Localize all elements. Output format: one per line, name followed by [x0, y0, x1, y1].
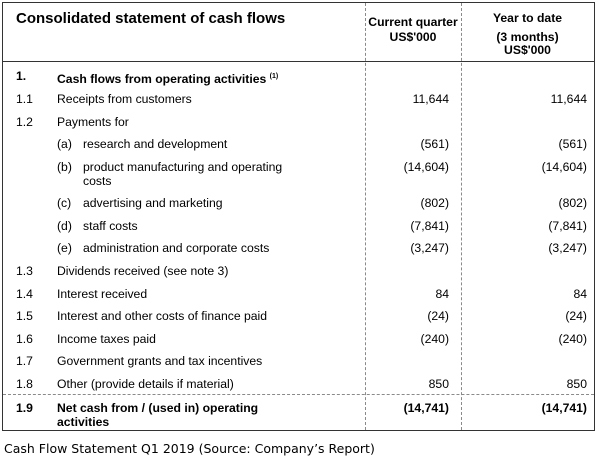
row-label: staff costs [83, 219, 138, 233]
current-quarter-header: Current quarter [368, 15, 458, 29]
total-row-number: 1.9 [16, 401, 33, 415]
row-label: research and development [83, 137, 228, 151]
row-number: 1.3 [16, 264, 33, 278]
current-quarter-value: (561) [420, 137, 449, 151]
row-number: 1.2 [16, 115, 33, 129]
cash-flow-table: Consolidated statement of cash flows Cur… [2, 2, 595, 431]
row-label: Dividends received (see note 3) [57, 264, 229, 278]
row-label: Income taxes paid [57, 332, 156, 346]
current-quarter-unit: US$'000 [389, 30, 437, 44]
ytd-value: 11,644 [550, 92, 587, 106]
ytd-value: 84 [573, 287, 587, 301]
ytd-value: 850 [566, 377, 587, 391]
total-row-label: Net cash from / (used in) operating [57, 401, 259, 415]
ytd-value: (7,841) [548, 219, 587, 233]
ytd-header: Year to date [492, 11, 563, 25]
current-quarter-value: 84 [435, 287, 449, 301]
ytd-value: (14,604) [541, 160, 587, 174]
footnote-marker: (1) [269, 73, 279, 80]
current-quarter-value: (24) [427, 309, 449, 323]
row-number: 1.8 [16, 377, 33, 391]
figure-caption: Cash Flow Statement Q1 2019 (Source: Com… [4, 441, 375, 456]
row-sub-marker: (c) [57, 196, 72, 210]
current-quarter-value: (3,247) [410, 241, 449, 255]
row-label: Interest and other costs of finance paid [57, 309, 268, 323]
row-number: 1.7 [16, 354, 33, 368]
total-row-label-cont: activities [57, 415, 110, 429]
current-quarter-value: (240) [420, 332, 449, 346]
row-label: advertising and marketing [83, 196, 223, 210]
row-label: product manufacturing and operating [83, 160, 283, 174]
current-quarter-value: 850 [428, 377, 449, 391]
section-number: 1. [16, 69, 27, 83]
table-title: Consolidated statement of cash flows [16, 10, 286, 27]
row-label: Government grants and tax incentives [57, 354, 263, 368]
header-divider [3, 61, 594, 62]
current-quarter-value: (14,604) [403, 160, 449, 174]
row-label: Receipts from customers [57, 92, 192, 106]
row-label: administration and corporate costs [83, 241, 270, 255]
ytd-unit: US$'000 [504, 43, 551, 57]
column-divider [365, 3, 366, 430]
row-label: Other (provide details if material) [57, 377, 234, 391]
ytd-value: (802) [558, 196, 587, 210]
row-sub-marker: (e) [57, 241, 72, 255]
ytd-period: (3 months) [496, 30, 559, 44]
total-current-value: (14,741) [403, 401, 449, 415]
current-quarter-value: 11,644 [412, 92, 449, 106]
current-quarter-value: (802) [420, 196, 449, 210]
row-number: 1.6 [16, 332, 33, 346]
column-divider [461, 3, 462, 430]
row-number: 1.5 [16, 309, 33, 323]
ytd-value: (3,247) [548, 241, 587, 255]
total-ytd-value: (14,741) [541, 401, 587, 415]
row-sub-marker: (b) [57, 160, 72, 174]
row-label: Interest received [57, 287, 148, 301]
current-quarter-value: (7,841) [410, 219, 449, 233]
row-sub-marker: (d) [57, 219, 72, 233]
ytd-value: (561) [558, 137, 587, 151]
row-label-cont: costs [83, 174, 112, 188]
total-divider [3, 394, 594, 395]
row-label: Payments for [57, 115, 129, 129]
row-number: 1.1 [16, 92, 33, 106]
row-number: 1.4 [16, 287, 33, 301]
ytd-value: (240) [558, 332, 587, 346]
section-heading: Cash flows from operating activities (1) [57, 72, 279, 87]
row-sub-marker: (a) [57, 137, 72, 151]
ytd-value: (24) [565, 309, 587, 323]
